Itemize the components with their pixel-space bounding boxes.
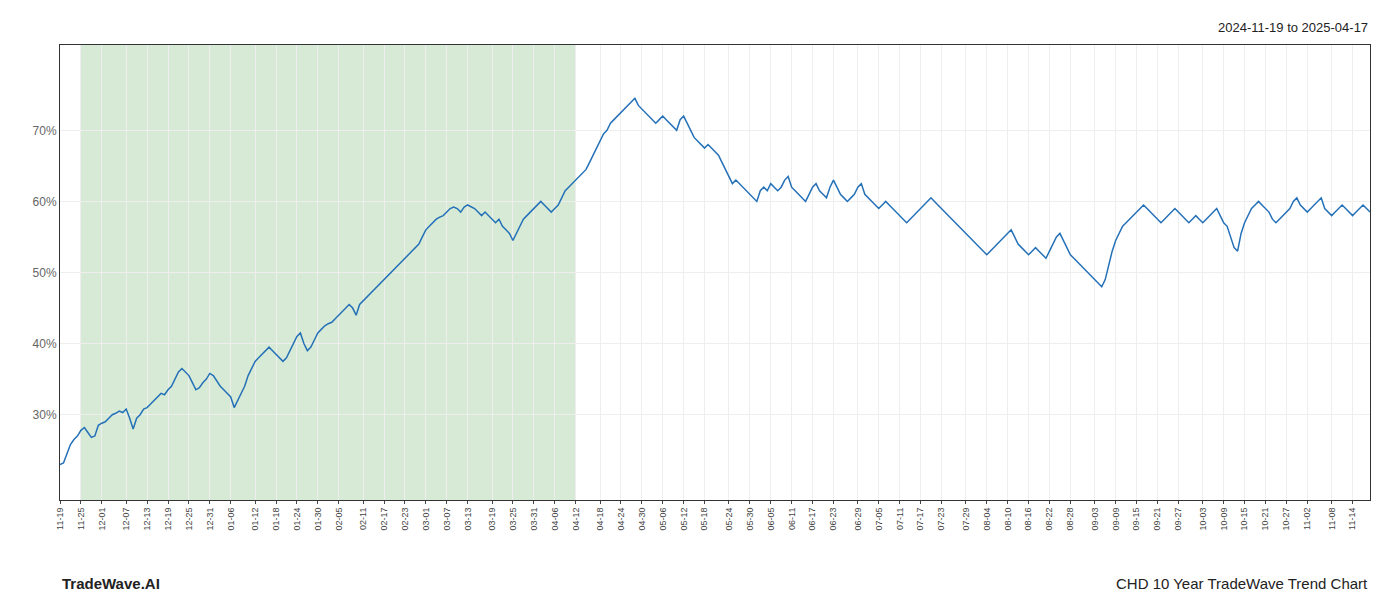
svg-text:60%: 60% [33, 195, 57, 209]
svg-text:01-12: 01-12 [250, 508, 260, 531]
svg-text:10-27: 10-27 [1281, 508, 1291, 531]
svg-text:01-24: 01-24 [292, 508, 302, 531]
svg-text:01-30: 01-30 [313, 508, 323, 531]
svg-text:07-23: 07-23 [936, 508, 946, 531]
svg-text:08-16: 08-16 [1023, 508, 1033, 531]
svg-text:10-21: 10-21 [1260, 508, 1270, 531]
svg-text:03-07: 03-07 [442, 508, 452, 531]
svg-text:05-12: 05-12 [679, 508, 689, 531]
svg-text:70%: 70% [33, 124, 57, 138]
svg-text:01-06: 01-06 [226, 508, 236, 531]
svg-text:08-04: 08-04 [982, 508, 992, 531]
svg-text:40%: 40% [33, 337, 57, 351]
svg-text:04-30: 04-30 [637, 508, 647, 531]
svg-text:08-10: 08-10 [1003, 508, 1013, 531]
svg-text:07-05: 07-05 [874, 508, 884, 531]
svg-text:04-06: 04-06 [550, 508, 560, 531]
svg-text:50%: 50% [33, 266, 57, 280]
svg-text:03-25: 03-25 [508, 508, 518, 531]
svg-text:09-15: 09-15 [1131, 508, 1141, 531]
svg-text:07-29: 07-29 [961, 508, 971, 531]
svg-text:12-13: 12-13 [142, 508, 152, 531]
svg-text:04-24: 04-24 [616, 508, 626, 531]
svg-text:11-25: 11-25 [76, 508, 86, 530]
svg-text:06-23: 06-23 [828, 508, 838, 531]
svg-text:03-01: 03-01 [421, 508, 431, 531]
svg-text:11-08: 11-08 [1327, 508, 1337, 530]
svg-text:08-28: 08-28 [1065, 508, 1075, 531]
svg-text:08-22: 08-22 [1044, 508, 1054, 531]
svg-text:07-11: 07-11 [895, 508, 905, 530]
svg-text:02-11: 02-11 [358, 508, 368, 530]
svg-text:05-24: 05-24 [724, 508, 734, 531]
svg-text:12-19: 12-19 [163, 508, 173, 531]
svg-text:06-05: 06-05 [766, 508, 776, 531]
svg-text:10-09: 10-09 [1219, 508, 1229, 531]
svg-text:07-17: 07-17 [915, 508, 925, 531]
svg-text:05-18: 05-18 [699, 508, 709, 531]
svg-text:12-25: 12-25 [184, 508, 194, 531]
svg-text:05-30: 05-30 [745, 508, 755, 531]
svg-text:03-31: 03-31 [529, 508, 539, 531]
svg-text:02-17: 02-17 [379, 508, 389, 531]
svg-text:04-18: 04-18 [595, 508, 605, 531]
svg-text:02-23: 02-23 [400, 508, 410, 531]
svg-text:06-17: 06-17 [807, 508, 817, 531]
svg-text:2024-11-19 to 2025-04-17: 2024-11-19 to 2025-04-17 [1218, 20, 1368, 35]
svg-text:TradeWave.AI: TradeWave.AI [62, 575, 160, 592]
svg-text:03-13: 03-13 [463, 508, 473, 531]
svg-text:12-07: 12-07 [121, 508, 131, 531]
svg-text:12-31: 12-31 [205, 508, 215, 531]
svg-text:30%: 30% [33, 408, 57, 422]
svg-text:06-29: 06-29 [853, 508, 863, 531]
svg-text:10-03: 10-03 [1198, 508, 1208, 531]
svg-text:CHD 10 Year TradeWave Trend Ch: CHD 10 Year TradeWave Trend Chart [1116, 575, 1368, 592]
svg-text:09-21: 09-21 [1152, 508, 1162, 531]
svg-text:06-11: 06-11 [787, 508, 797, 530]
svg-text:09-27: 09-27 [1173, 508, 1183, 531]
svg-text:09-03: 09-03 [1090, 508, 1100, 531]
svg-text:02-05: 02-05 [334, 508, 344, 531]
svg-text:05-06: 05-06 [658, 508, 668, 531]
svg-text:01-18: 01-18 [271, 508, 281, 531]
svg-text:04-12: 04-12 [571, 508, 581, 531]
svg-text:11-14: 11-14 [1348, 508, 1358, 530]
svg-text:03-19: 03-19 [487, 508, 497, 531]
svg-text:10-15: 10-15 [1239, 508, 1249, 531]
svg-text:11-02: 11-02 [1302, 508, 1312, 530]
svg-text:09-09: 09-09 [1111, 508, 1121, 531]
svg-text:12-01: 12-01 [97, 508, 107, 531]
svg-text:11-19: 11-19 [55, 508, 65, 530]
